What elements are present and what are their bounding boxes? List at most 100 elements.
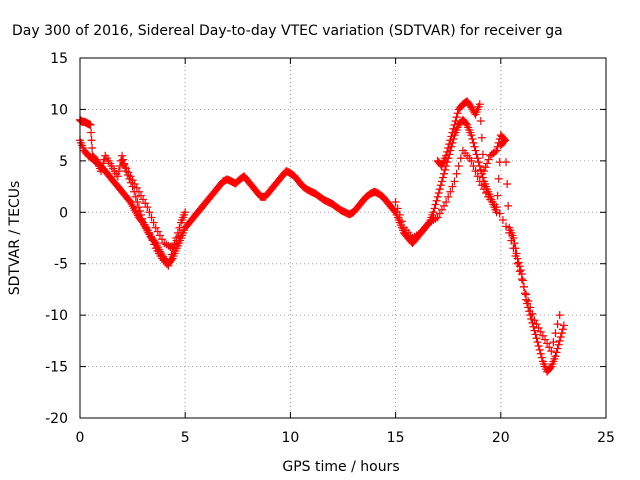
data-point bbox=[119, 155, 128, 164]
data-point bbox=[446, 187, 455, 196]
data-point bbox=[559, 321, 568, 330]
data-point bbox=[533, 338, 542, 347]
data-point bbox=[147, 213, 156, 222]
data-point bbox=[145, 208, 154, 217]
data-point bbox=[476, 117, 485, 125]
data-point bbox=[450, 177, 459, 186]
data-point bbox=[493, 191, 502, 200]
data-point bbox=[537, 353, 546, 362]
data-point bbox=[147, 232, 156, 241]
data-point bbox=[449, 124, 458, 133]
data-point bbox=[518, 276, 527, 285]
data-point bbox=[391, 198, 400, 206]
data-point bbox=[545, 343, 554, 352]
y-tick-label: -15 bbox=[45, 360, 68, 376]
y-tick-label: -10 bbox=[45, 308, 68, 324]
data-point bbox=[478, 150, 487, 159]
data-point bbox=[431, 200, 440, 209]
data-point bbox=[470, 142, 479, 151]
data-point bbox=[511, 252, 520, 260]
data-point bbox=[434, 189, 443, 197]
data-point bbox=[442, 198, 451, 206]
data-point bbox=[453, 109, 462, 118]
data-point bbox=[448, 182, 457, 191]
plot-frame bbox=[79, 57, 607, 419]
data-point bbox=[151, 223, 160, 232]
data-point bbox=[547, 347, 556, 356]
data-point bbox=[153, 227, 162, 236]
data-point bbox=[555, 311, 564, 320]
data-point bbox=[175, 223, 184, 232]
data-point bbox=[439, 169, 448, 178]
data-point bbox=[452, 169, 461, 178]
data-point bbox=[149, 218, 158, 227]
data-point bbox=[450, 120, 459, 129]
data-point bbox=[556, 333, 565, 341]
data-point bbox=[435, 185, 444, 194]
data-point bbox=[503, 180, 512, 188]
data-point bbox=[469, 138, 478, 147]
data-point bbox=[433, 192, 442, 201]
data-point bbox=[549, 338, 558, 347]
data-point bbox=[479, 167, 488, 176]
data-point bbox=[507, 236, 516, 245]
data-point bbox=[446, 136, 455, 145]
data-point bbox=[141, 199, 150, 208]
data-point bbox=[469, 162, 478, 170]
data-point bbox=[515, 267, 524, 276]
y-tick-label: 10 bbox=[50, 102, 68, 118]
data-point bbox=[473, 172, 482, 181]
data-point bbox=[437, 177, 446, 186]
data-point bbox=[97, 167, 106, 176]
data-point bbox=[504, 201, 513, 210]
x-tick-label: 20 bbox=[492, 430, 510, 446]
data-point bbox=[519, 282, 528, 291]
data-point bbox=[493, 142, 502, 151]
data-point bbox=[137, 210, 146, 219]
data-point bbox=[553, 344, 562, 353]
data-point bbox=[155, 231, 164, 240]
data-point bbox=[471, 167, 480, 176]
data-point bbox=[551, 352, 560, 361]
data-point bbox=[554, 340, 563, 349]
data-point bbox=[143, 203, 152, 212]
data-point bbox=[467, 156, 476, 165]
data-point bbox=[553, 320, 562, 329]
y-tick-label: -20 bbox=[45, 411, 68, 427]
data-point bbox=[517, 275, 526, 284]
data-point bbox=[134, 203, 143, 212]
data-point bbox=[494, 174, 503, 183]
data-point bbox=[551, 329, 560, 338]
data-point bbox=[150, 240, 159, 249]
data-point bbox=[432, 196, 441, 205]
data-point bbox=[536, 349, 545, 358]
data-point bbox=[88, 144, 97, 152]
data-point bbox=[498, 216, 507, 224]
data-point bbox=[164, 261, 173, 270]
data-point bbox=[528, 309, 537, 318]
data-point bbox=[167, 250, 176, 259]
data-point bbox=[454, 162, 463, 170]
data-point bbox=[115, 162, 124, 170]
data-point bbox=[534, 342, 543, 350]
data-point bbox=[87, 136, 96, 145]
y-tick-label: -5 bbox=[54, 257, 68, 273]
data-point bbox=[397, 217, 406, 226]
x-tick-label: 10 bbox=[281, 430, 299, 446]
y-tick-label: 0 bbox=[59, 205, 68, 221]
data-point bbox=[477, 133, 486, 142]
data-point bbox=[481, 163, 490, 172]
grid-lines bbox=[80, 58, 606, 418]
data-point bbox=[99, 159, 108, 168]
data-point bbox=[452, 113, 461, 122]
data-point bbox=[87, 128, 96, 137]
data-point bbox=[443, 147, 452, 156]
data-point bbox=[513, 259, 522, 268]
data-point bbox=[447, 132, 456, 141]
x-tick-label: 25 bbox=[597, 430, 615, 446]
data-point bbox=[86, 120, 95, 129]
data-point bbox=[128, 202, 137, 211]
data-point bbox=[114, 167, 123, 176]
y-tick-label: 15 bbox=[50, 51, 68, 67]
data-point bbox=[448, 128, 457, 137]
